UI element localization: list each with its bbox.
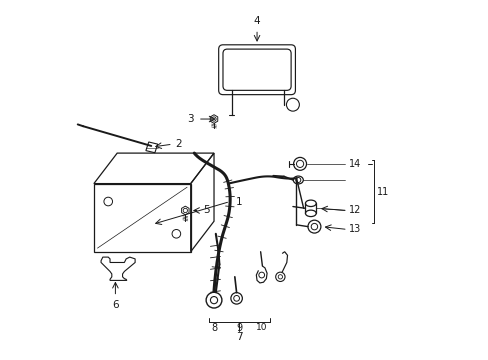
Text: 13: 13 xyxy=(348,225,361,234)
Text: 2: 2 xyxy=(175,139,182,149)
Text: 9: 9 xyxy=(236,323,242,333)
Text: 11: 11 xyxy=(376,187,388,197)
Text: 5: 5 xyxy=(203,206,209,216)
Text: 7: 7 xyxy=(235,332,242,342)
Text: 12: 12 xyxy=(348,206,361,216)
Text: 1: 1 xyxy=(235,197,242,207)
Text: 3: 3 xyxy=(186,114,193,124)
Text: 8: 8 xyxy=(210,323,217,333)
Text: 10: 10 xyxy=(255,323,267,332)
Text: 4: 4 xyxy=(253,16,260,26)
Text: 14: 14 xyxy=(348,159,360,169)
Text: 6: 6 xyxy=(112,300,119,310)
